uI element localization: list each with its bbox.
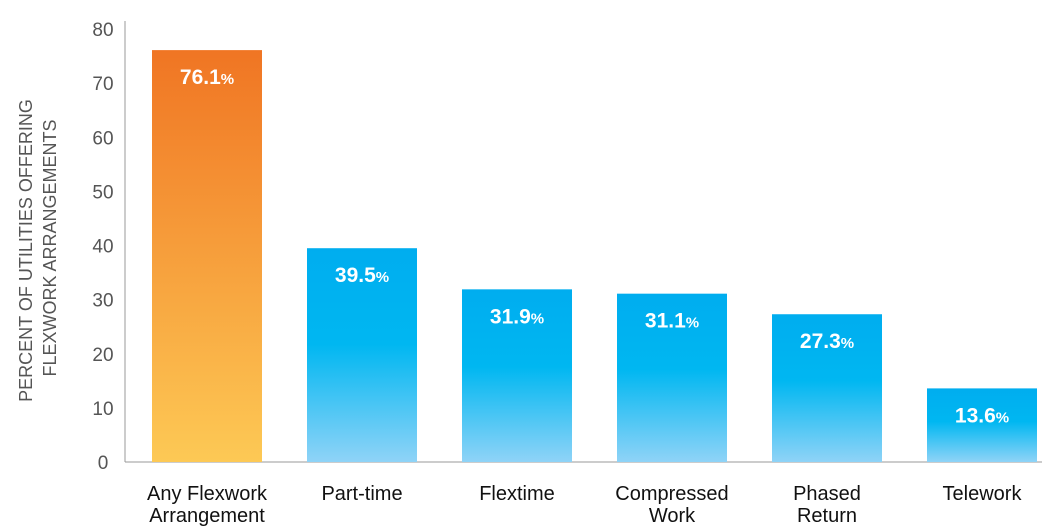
category-label-4: Phased Return	[793, 483, 861, 527]
y-tick-label-50: 50	[92, 182, 113, 203]
category-labels: Any Flexwork Arrangement Part-time Flextime…	[147, 483, 1022, 527]
value-labels: 76.1% 39.5% 31.9% 31.1% 27.3% 13.6%	[180, 66, 1009, 427]
value-label-0: 76.1%	[180, 66, 234, 89]
y-tick-label-10: 10	[92, 399, 113, 420]
bars	[152, 50, 1037, 462]
bar-3	[617, 293, 727, 462]
category-label-5: Telework	[943, 483, 1023, 505]
category-label-2: Flextime	[479, 483, 555, 505]
value-label-2: 31.9%	[490, 305, 544, 328]
value-label-4: 27.3%	[800, 330, 854, 353]
y-tick-label-60: 60	[92, 128, 113, 149]
y-axis-label-line-2: FLEXWORK ARRANGEMENTS	[40, 119, 60, 376]
bar-0	[152, 50, 262, 462]
y-tick-label-30: 30	[92, 291, 113, 312]
y-axis-label: PERCENT OF UTILITIES OFFERING FLEXWORK A…	[16, 94, 60, 402]
bar-1	[307, 248, 417, 462]
y-axis-label-line-1: PERCENT OF UTILITIES OFFERING	[16, 99, 36, 402]
y-tick-label-70: 70	[92, 74, 113, 95]
bar-2	[462, 289, 572, 462]
category-label-3: Compressed Work	[615, 483, 728, 527]
category-label-0: Any Flexwork Arrangement	[147, 483, 268, 527]
y-tick-label-20: 20	[92, 345, 113, 366]
value-label-1: 39.5%	[335, 264, 389, 287]
bar-4	[772, 314, 882, 462]
value-label-5: 13.6%	[955, 404, 1009, 427]
value-label-3: 31.1%	[645, 310, 699, 333]
y-tick-label-0: 0	[98, 453, 109, 474]
bar-5	[927, 388, 1037, 462]
y-axis-ticks: 0 10 20 30 40 50 60 70 80	[92, 20, 113, 474]
category-label-1: Part-time	[321, 483, 402, 505]
y-tick-label-80: 80	[92, 20, 113, 41]
y-tick-label-40: 40	[92, 237, 113, 258]
